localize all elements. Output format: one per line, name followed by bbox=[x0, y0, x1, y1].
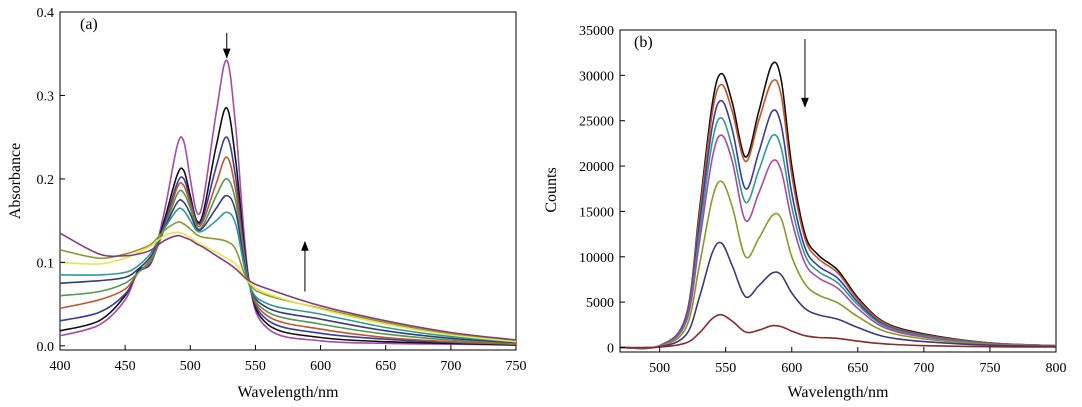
panel-a-y-ticks: 0.0 0.1 0.2 0.3 0.4 bbox=[37, 6, 65, 355]
y-tick-label: 35000 bbox=[579, 24, 614, 39]
x-tick-label: 600 bbox=[781, 361, 802, 376]
x-tick-label: 650 bbox=[847, 361, 868, 376]
series-line-s5 bbox=[59, 178, 517, 345]
y-tick-label: 0.2 bbox=[37, 173, 55, 188]
panel-a-y-axis-title: Absorbance bbox=[7, 143, 24, 219]
series-line-s2 bbox=[619, 79, 1057, 350]
arrow-up-head bbox=[301, 240, 309, 251]
y-tick-label: 15000 bbox=[579, 205, 614, 220]
panel-a-plot-frame bbox=[59, 11, 517, 351]
y-tick-label: 20000 bbox=[579, 160, 614, 175]
x-tick-label: 450 bbox=[115, 359, 136, 374]
panel-a-series-group bbox=[59, 59, 517, 346]
y-tick-label: 10000 bbox=[579, 251, 614, 266]
x-tick-label: 500 bbox=[180, 359, 201, 374]
series-line-s10 bbox=[59, 232, 517, 341]
y-tick-label: 0.4 bbox=[37, 6, 55, 21]
x-tick-label: 750 bbox=[506, 359, 527, 374]
panel-b-label: (b) bbox=[634, 34, 653, 51]
x-tick-label: 650 bbox=[375, 359, 396, 374]
x-tick-label: 700 bbox=[913, 361, 934, 376]
panel-a-arrows bbox=[222, 32, 309, 292]
series-line-s7 bbox=[619, 241, 1057, 349]
y-tick-label: 5000 bbox=[586, 296, 614, 311]
x-tick-label: 700 bbox=[440, 359, 461, 374]
panel-b-counts-chart: 500 550 600 650 700 750 800 0 5000 10000 15000 200… bbox=[543, 24, 1067, 401]
panel-b-y-axis-title: Counts bbox=[543, 167, 560, 212]
x-tick-label: 550 bbox=[715, 361, 736, 376]
panel-a-x-ticks: 400 450 500 550 600 650 700 750 bbox=[50, 345, 527, 374]
series-line-s1 bbox=[59, 59, 517, 346]
y-tick-label: 30000 bbox=[579, 69, 614, 84]
series-line-s3 bbox=[619, 99, 1057, 350]
x-tick-label: 800 bbox=[1046, 361, 1067, 376]
series-line-s4 bbox=[619, 117, 1057, 350]
panel-b-arrows bbox=[801, 39, 809, 108]
series-line-s1 bbox=[619, 61, 1057, 350]
series-line-s5 bbox=[619, 134, 1057, 350]
panel-b-x-axis-title: Wavelength/nm bbox=[788, 384, 889, 401]
panel-a-label: (a) bbox=[80, 16, 98, 33]
series-line-s2 bbox=[59, 107, 517, 346]
x-tick-label: 500 bbox=[649, 361, 670, 376]
series-line-s4 bbox=[59, 156, 517, 345]
y-tick-label: 25000 bbox=[579, 115, 614, 130]
series-line-s6 bbox=[619, 180, 1057, 349]
series-line-s6 bbox=[59, 194, 517, 344]
y-tick-label: 0.1 bbox=[37, 256, 55, 271]
panel-b-y-ticks: 0 5000 10000 15000 20000 25000 30000 35000 bbox=[579, 24, 625, 356]
x-tick-label: 750 bbox=[979, 361, 1000, 376]
x-tick-label: 550 bbox=[245, 359, 266, 374]
x-tick-label: 600 bbox=[310, 359, 331, 374]
y-tick-label: 0.3 bbox=[37, 89, 55, 104]
panel-b-plot-frame bbox=[619, 29, 1057, 353]
series-line-s8 bbox=[619, 313, 1057, 349]
panel-a-x-axis-title: Wavelength/nm bbox=[238, 384, 339, 401]
x-tick-label: 400 bbox=[50, 359, 71, 374]
y-tick-label: 0.0 bbox=[37, 340, 55, 355]
arrow-down-head bbox=[801, 97, 809, 108]
series-line-s9 bbox=[59, 231, 517, 343]
arrow-down-head bbox=[222, 48, 231, 59]
series-line-s7 bbox=[59, 207, 517, 343]
panel-b-series-group bbox=[619, 61, 1057, 350]
panel-a-absorbance-chart: 400 450 500 550 600 650 700 750 0.0 0.1 0.2 0.3 0.4… bbox=[7, 6, 527, 401]
panel-b-x-ticks: 500 550 600 650 700 750 800 bbox=[649, 347, 1067, 376]
y-tick-label: 0 bbox=[607, 341, 614, 356]
